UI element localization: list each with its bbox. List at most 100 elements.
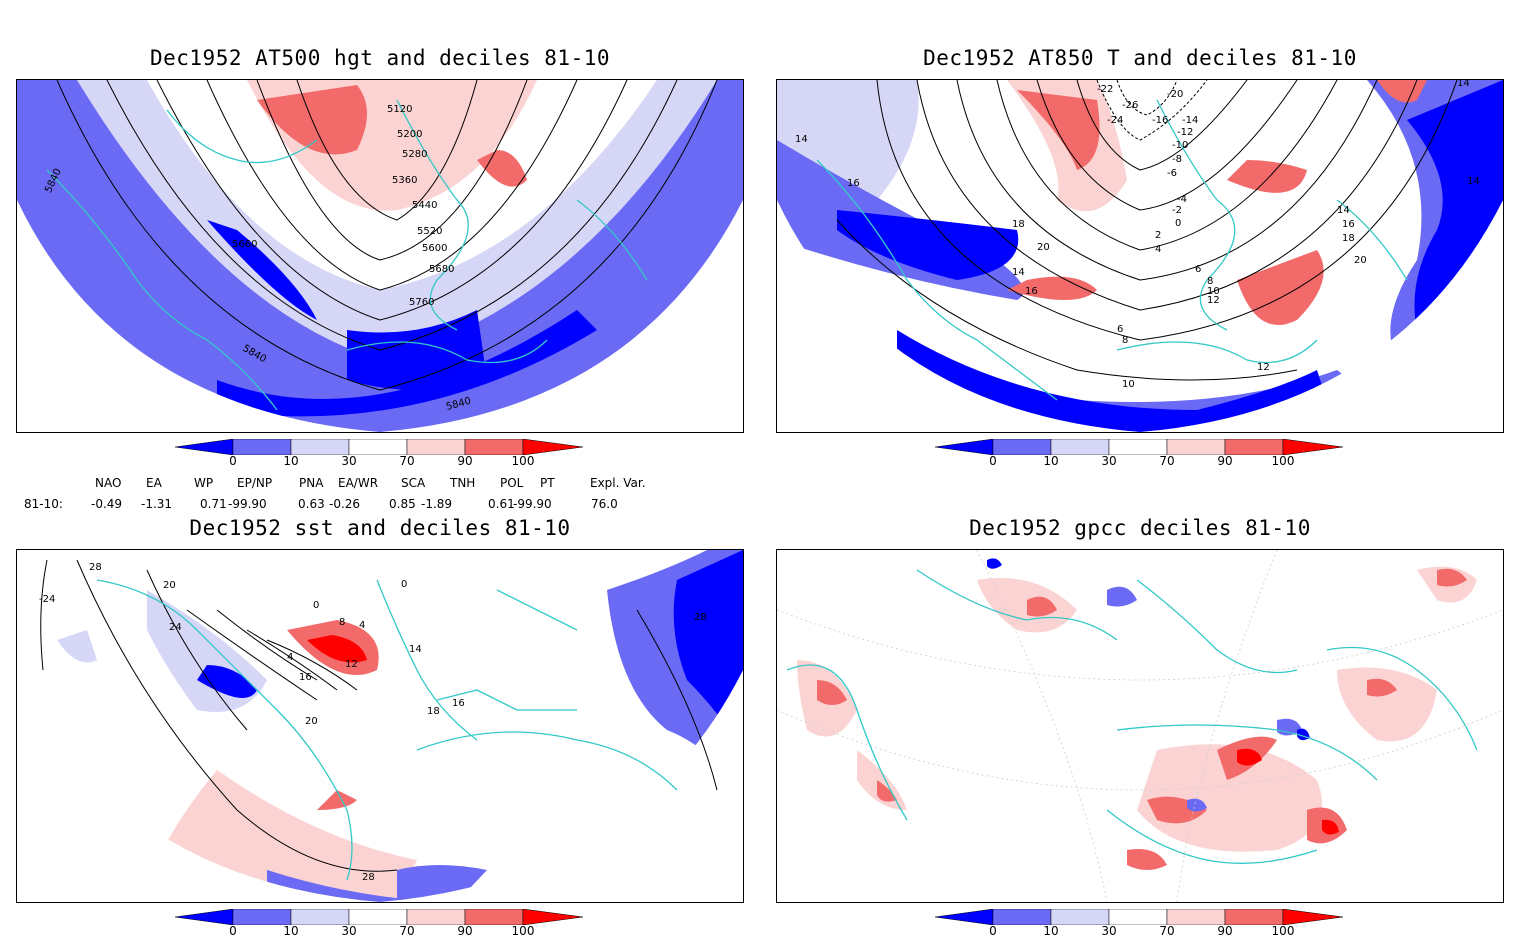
tele-value: 0.61 (488, 497, 515, 511)
colorbar-segment (522, 439, 584, 455)
sst-contour-label: 24 (169, 622, 182, 633)
colorbar-bottom-right: 0 10 30 70 90 100 (935, 909, 1345, 939)
t850-contour-label: 2 (1155, 230, 1161, 241)
tele-value: 0.63 (298, 497, 325, 511)
t850-contour-label: -22 (1097, 84, 1113, 95)
t850-contour-label: 12 (1257, 362, 1270, 373)
colorbar-tick: 90 (457, 454, 473, 468)
colorbar-segment (290, 909, 350, 925)
t850-contour-label: 14 (1012, 267, 1025, 278)
tele-header: POL (500, 476, 524, 490)
colorbar-segment (935, 909, 994, 925)
sst-contour-label: 20 (305, 716, 318, 727)
tele-header: EA (146, 476, 162, 490)
tele-value: -99.90 (228, 497, 267, 511)
colorbar-tick: 30 (1101, 924, 1117, 938)
hgt-contour-label: 5120 (387, 104, 412, 115)
colorbar-segment (992, 909, 1052, 925)
tele-value: -0.26 (329, 497, 361, 511)
colorbar-top-left: 0 10 30 70 90 100 (175, 439, 585, 469)
tele-header: EP/NP (237, 476, 273, 490)
tele-header: SCA (401, 476, 426, 490)
t850-contour-label: 4 (1155, 244, 1161, 255)
hgt-contour-label: 5440 (412, 200, 437, 211)
tele-header: PNA (299, 476, 324, 490)
teleconnection-table: NAO EA WP EP/NP PNA EA/WR SCA TNH POL PT… (0, 474, 760, 514)
t850-contour-label: -24 (1107, 115, 1123, 126)
t850-contour-label: 20 (1037, 242, 1050, 253)
t850-contour-label: -6 (1167, 168, 1177, 179)
colorbar-tick: 90 (1217, 454, 1233, 468)
colorbar-tick: 0 (229, 924, 237, 938)
colorbar-tick: 100 (1271, 924, 1295, 938)
colorbar-segment (1050, 909, 1110, 925)
colorbar-tick: 0 (989, 924, 997, 938)
t850-contour-label: -12 (1177, 127, 1193, 138)
hgt-contour-label: 5520 (417, 226, 442, 237)
t850-contour-label: 14 (1467, 176, 1480, 187)
colorbar-tick: 100 (511, 454, 535, 468)
colorbar-tick: 10 (1043, 924, 1059, 938)
hgt-contour-label: 5660 (232, 239, 257, 250)
sst-contour-label: 8 (339, 617, 345, 628)
colorbar-tick: 90 (457, 924, 473, 938)
sst-contour-label: -24 (39, 594, 55, 605)
colorbar-segment (1282, 909, 1344, 925)
t850-contour-label: 18 (1012, 219, 1025, 230)
t850-contour-label: 10 (1122, 379, 1135, 390)
t850-contour-label: 8 (1207, 276, 1213, 287)
sst-map: 28 20 24 -24 4 8 12 16 20 0 0 4 14 16 18… (17, 550, 743, 902)
sst-contour-label: 0 (313, 600, 319, 611)
sst-contour-label: 16 (452, 698, 465, 709)
panel-title-hgt: Dec1952 AT500 hgt and deciles 81-10 (149, 46, 610, 70)
t850-map: -22 -20 -24 -26 -16 -14 -12 -10 -8 -6 -4… (777, 80, 1503, 432)
colorbar-segment (232, 909, 292, 925)
colorbar-tick: 10 (283, 924, 299, 938)
t850-contour-label: 18 (1342, 233, 1355, 244)
t850-contour-label: 14 (1337, 205, 1350, 216)
sst-contour-label: 4 (287, 652, 293, 663)
t850-contour-label: -8 (1172, 154, 1182, 165)
t850-contour-label: -20 (1167, 89, 1183, 100)
colorbar-tick: 30 (341, 924, 357, 938)
colorbar-segment (522, 909, 584, 925)
colorbar-segment (406, 439, 466, 455)
colorbar-segment (290, 439, 350, 455)
t850-contour-label: 16 (1342, 219, 1355, 230)
t850-contour-label: 20 (1354, 255, 1367, 266)
tele-row-label: 81-10: (24, 497, 63, 511)
colorbar-bottom-left: 0 10 30 70 90 100 (175, 909, 585, 939)
colorbar-graphic (175, 439, 584, 455)
sst-contour-label: 20 (163, 580, 176, 591)
tele-value: 0.85 (389, 497, 416, 511)
sst-contour-label: 28 (89, 562, 102, 573)
map-panel-sst: 28 20 24 -24 4 8 12 16 20 0 0 4 14 16 18… (16, 549, 744, 903)
tele-value: -99.90 (513, 497, 552, 511)
colorbar-segment (1224, 439, 1284, 455)
colorbar-tick: 70 (399, 924, 415, 938)
colorbar-tick: 70 (1159, 454, 1175, 468)
t850-contour-label: -4 (1177, 194, 1187, 205)
tele-header: PT (540, 476, 555, 490)
sst-contour-label: 14 (409, 644, 422, 655)
hgt-contour-label: 5600 (422, 243, 447, 254)
t850-contour-label: -14 (1182, 115, 1198, 126)
t850-contour-label: 12 (1207, 295, 1220, 306)
sst-contour-label: 4 (359, 620, 365, 631)
colorbar-segment (232, 439, 292, 455)
t850-contour-label: 6 (1117, 324, 1123, 335)
sst-contour-label: 18 (427, 706, 440, 717)
tele-value: 0.71 (200, 497, 227, 511)
t850-contour-label: 16 (847, 178, 860, 189)
map-panel-hgt: 5120 5200 5280 5360 5440 5520 5600 5680 … (16, 79, 744, 433)
tele-header: WP (194, 476, 214, 490)
tele-header: TNH (450, 476, 476, 490)
colorbar-graphic (175, 909, 584, 925)
colorbar-segment (175, 909, 234, 925)
hgt-contour-label: 5760 (409, 297, 434, 308)
hgt-contour-label: 5680 (429, 264, 454, 275)
colorbar-segment (1282, 439, 1344, 455)
map-panel-t850: -22 -20 -24 -26 -16 -14 -12 -10 -8 -6 -4… (776, 79, 1504, 433)
colorbar-top-right: 0 10 30 70 90 100 (935, 439, 1345, 469)
map-panel-gpcc (776, 549, 1504, 903)
